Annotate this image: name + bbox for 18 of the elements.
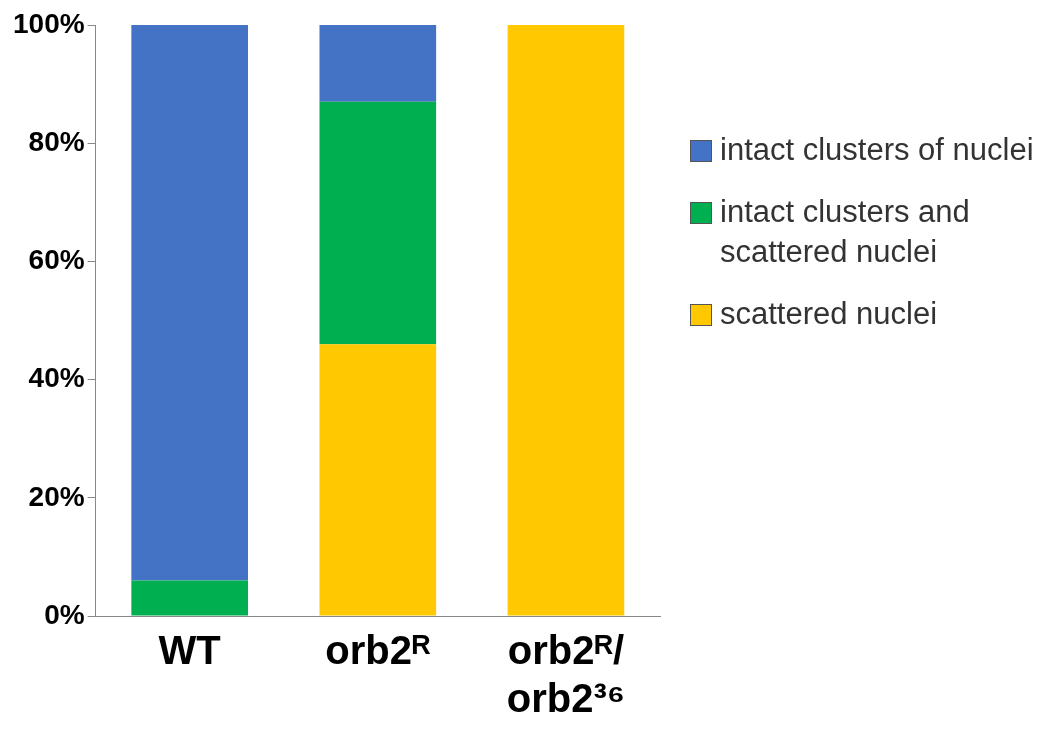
y-tick-label: 100% (12, 7, 85, 39)
bar (507, 25, 625, 616)
legend-label: scattered nuclei (720, 295, 938, 333)
bar (319, 344, 437, 616)
y-tick-label: 0% (44, 598, 85, 630)
y-tick-label: 80% (28, 125, 85, 157)
y-tick-label: 60% (28, 244, 85, 276)
legend-label: intact clusters and scattered nuclei (720, 193, 971, 271)
x-tick-label: orb2ᴿ/orb2³⁶ (506, 628, 626, 721)
bar (319, 101, 437, 345)
y-tick-label: 40% (28, 362, 85, 394)
bar (131, 580, 248, 616)
bar (319, 25, 437, 102)
x-tick-label: orb2ᴿ (325, 628, 431, 673)
legend-label: intact clusters of nuclei (720, 131, 1034, 169)
bar (131, 25, 248, 581)
x-tick-label: WT (158, 628, 221, 673)
y-tick-label: 20% (28, 480, 85, 512)
